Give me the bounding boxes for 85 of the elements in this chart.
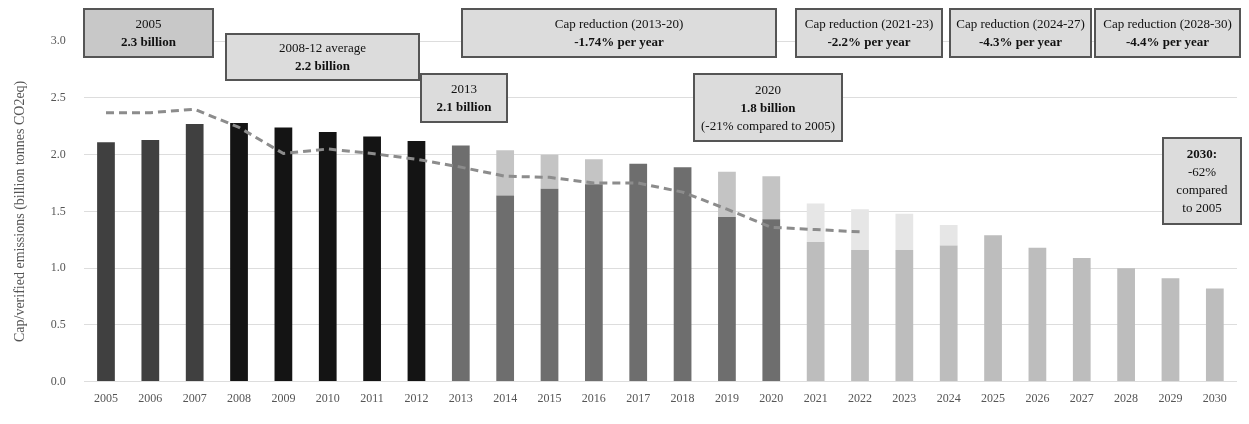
y-tick-label: 2.0 — [50, 146, 66, 161]
x-tick-label: 2029 — [1158, 390, 1183, 405]
x-tick-label: 2012 — [404, 390, 429, 405]
x-tick-label: 2010 — [315, 390, 340, 405]
y-tick-label: 1.0 — [50, 260, 66, 275]
x-tick-label: 2011 — [360, 390, 384, 405]
bar — [1072, 257, 1091, 382]
bar — [895, 213, 914, 250]
callout-box: 2005 2.3 billion — [83, 8, 214, 58]
x-tick-label: 2024 — [936, 390, 961, 405]
callout-box: 2030: -62% compared to 2005 — [1162, 137, 1242, 225]
x-tick-label: 2020 — [759, 390, 784, 405]
x-tick-label: 2021 — [803, 390, 828, 405]
callout-box: 2013 2.1 billion — [420, 73, 508, 123]
bar — [718, 171, 736, 218]
x-tick-label: 2014 — [493, 390, 518, 405]
bar — [585, 184, 603, 382]
x-tick-label: 2023 — [892, 390, 917, 405]
bar — [274, 127, 293, 382]
bar — [984, 235, 1002, 382]
bar — [762, 176, 781, 220]
x-tick-label: 2028 — [1114, 390, 1139, 405]
x-tick-label: 2016 — [581, 390, 606, 405]
callout-box: Cap reduction (2028-30) -4.4% per year — [1094, 8, 1241, 58]
bar — [318, 131, 337, 382]
x-tick-label: 2006 — [138, 390, 163, 405]
x-tick-label: 2013 — [448, 390, 473, 405]
x-tick-label: 2005 — [93, 390, 118, 405]
bar — [718, 217, 736, 382]
bar — [895, 249, 914, 382]
x-tick-label: 2018 — [670, 390, 695, 405]
annotation: 2005 2.3 billion — [120, 15, 177, 51]
annotation: 2020 1.8 billion (-21% compared to 2005) — [700, 80, 836, 135]
bar — [1117, 268, 1135, 382]
bar — [540, 154, 559, 189]
bar — [851, 249, 869, 382]
annotation: Cap reduction (2024-27) -4.3% per year — [955, 15, 1086, 51]
x-tick-label: 2007 — [182, 390, 207, 405]
bar — [230, 122, 248, 382]
y-tick-label: 1.5 — [50, 203, 66, 218]
callout-box: 2020 1.8 billion (-21% compared to 2005) — [693, 73, 843, 142]
y-tick-label: 0.5 — [50, 317, 66, 332]
annotation: 2013 2.1 billion — [435, 80, 493, 116]
x-tick-label: 2008 — [227, 390, 252, 405]
x-tick-label: 2026 — [1025, 390, 1050, 405]
bar — [585, 159, 603, 185]
annotation: Cap reduction (2021-23) -2.2% per year — [803, 15, 935, 51]
x-tick-label: 2022 — [847, 390, 872, 405]
bar — [407, 141, 426, 382]
annotation: Cap reduction (2013-20) -1.74% per year — [553, 15, 685, 51]
annotation: 2030: -62% compared to 2005 — [1175, 145, 1229, 217]
bar — [185, 124, 204, 382]
y-tick-label: 0.0 — [50, 373, 66, 388]
bar — [451, 145, 470, 382]
x-tick-label: 2015 — [537, 390, 562, 405]
callout-box: Cap reduction (2021-23) -2.2% per year — [795, 8, 943, 58]
bar — [496, 150, 515, 196]
bar — [141, 139, 160, 382]
x-tick-label: 2019 — [714, 390, 739, 405]
bar — [1028, 247, 1047, 382]
bar — [363, 136, 381, 382]
x-tick-label: 2009 — [271, 390, 296, 405]
bar — [629, 163, 648, 382]
x-tick-label: 2030 — [1202, 390, 1227, 405]
callout-box: 2008-12 average 2.2 billion — [225, 33, 420, 81]
bar — [540, 188, 559, 382]
bar — [762, 219, 781, 382]
bar — [97, 142, 115, 382]
y-axis-title: Cap/verified emissions (billion tonnes CO2eq) — [12, 80, 29, 343]
bar — [806, 242, 825, 382]
bar — [673, 167, 692, 382]
bar — [939, 225, 958, 246]
x-tick-label: 2025 — [981, 390, 1006, 405]
bar — [496, 195, 515, 382]
y-tick-label: 3.0 — [50, 33, 66, 48]
callout-box: Cap reduction (2024-27) -4.3% per year — [949, 8, 1092, 58]
callout-box: Cap reduction (2013-20) -1.74% per year — [461, 8, 777, 58]
x-tick-label: 2017 — [626, 390, 651, 405]
annotation: Cap reduction (2028-30) -4.4% per year — [1102, 15, 1233, 51]
y-tick-label: 2.5 — [50, 90, 66, 105]
bar — [939, 245, 958, 382]
bar — [1161, 278, 1180, 382]
bar — [1205, 288, 1224, 382]
annotation: 2008-12 average 2.2 billion — [278, 39, 367, 75]
x-tick-label: 2027 — [1069, 390, 1094, 405]
